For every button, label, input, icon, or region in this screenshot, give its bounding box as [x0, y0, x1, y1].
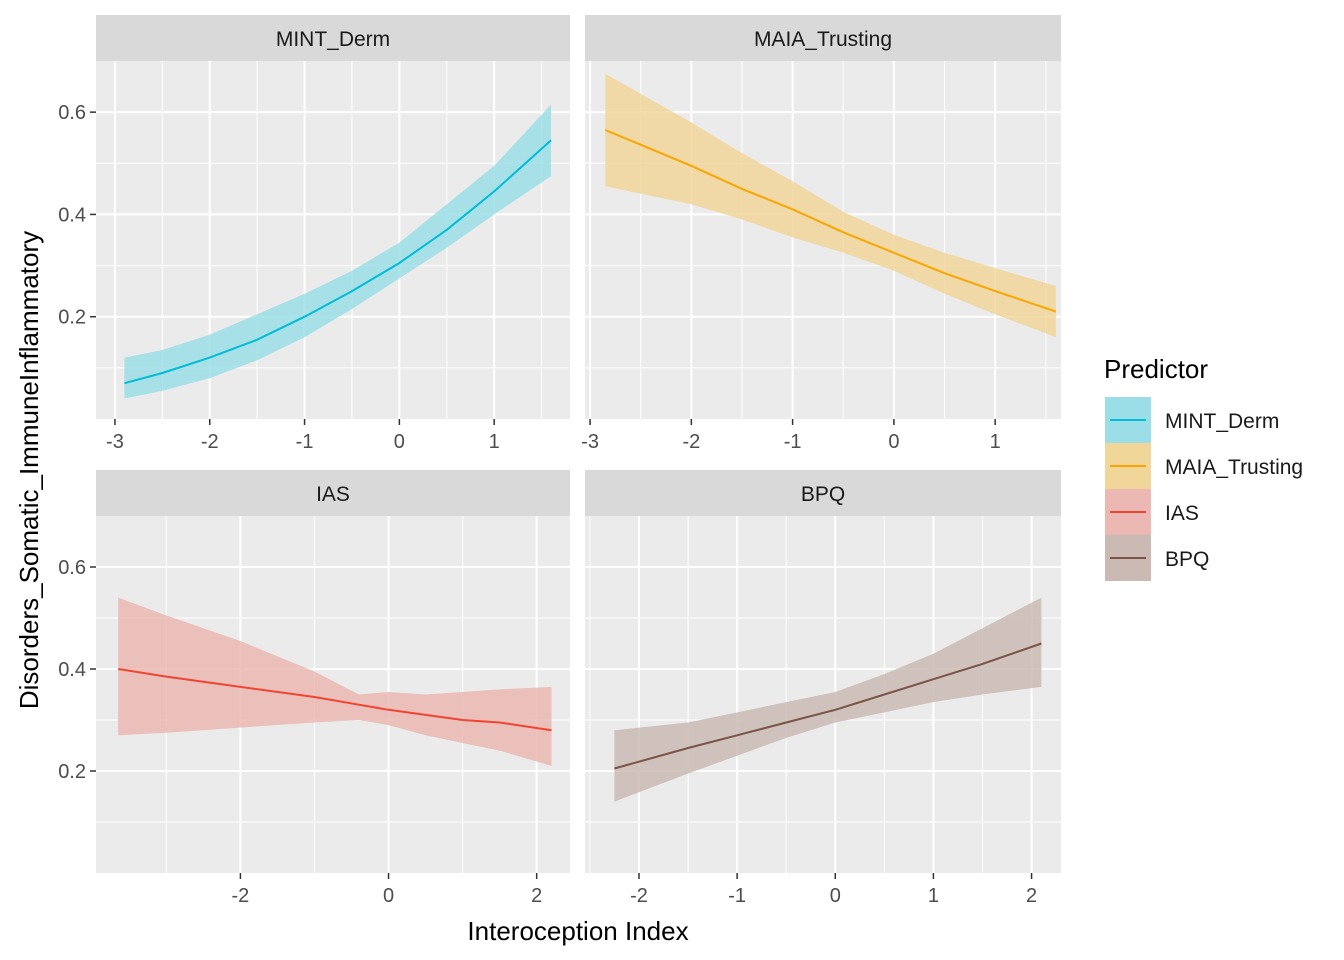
y-axis-title: Disorders_Somatic_ImmuneInflammatory — [14, 231, 44, 709]
panel-maia-trusting: MAIA_Trusting -3 -2 -1 0 1 — [581, 15, 1061, 453]
x-tick-label: -3 — [106, 431, 124, 453]
x-tick-label: -1 — [728, 885, 746, 907]
legend-label: MINT_Derm — [1165, 410, 1279, 433]
panel-strip — [585, 15, 1061, 61]
panel-strip — [585, 470, 1061, 516]
legend-item-bpq: BPQ — [1105, 535, 1209, 581]
panel-strip — [96, 15, 570, 61]
confidence-band-ias — [118, 597, 552, 766]
x-tick-label: -2 — [630, 885, 648, 907]
y-tick-label: 0.2 — [58, 307, 86, 329]
series-line-maia-trusting — [604, 129, 1057, 313]
x-tick-label: 0 — [394, 431, 405, 453]
x-tick-label: 1 — [489, 431, 500, 453]
series-line-mint-derm — [124, 139, 552, 385]
panel-strip-label: BPQ — [801, 483, 845, 506]
y-tick-label: 0.4 — [58, 204, 86, 226]
legend-label: BPQ — [1165, 548, 1209, 571]
x-tick-label: -2 — [682, 431, 700, 453]
x-tick-label: -1 — [784, 431, 802, 453]
panel-bpq: BPQ -2 -1 0 1 2 — [585, 470, 1061, 907]
y-tick-label: 0.6 — [58, 102, 86, 124]
facet-panels: MINT_Derm 0.2 0.4 0.6 -3 -2 -1 0 1 MAIA_Trusting -… — [58, 15, 1061, 907]
y-tick-label: 0.6 — [58, 557, 86, 579]
legend-item-maia-trusting: MAIA_Trusting — [1105, 443, 1303, 489]
panel-strip-label: MINT_Derm — [276, 28, 390, 51]
y-tick-label: 0.2 — [58, 761, 86, 783]
confidence-band-maia-trusting — [605, 73, 1056, 338]
confidence-band-mint-derm — [124, 104, 552, 399]
legend-item-mint-derm: MINT_Derm — [1105, 397, 1279, 443]
panel-ias: IAS 0.2 0.4 0.6 -2 0 2 — [58, 470, 570, 907]
series-line-bpq — [614, 642, 1042, 770]
x-tick-label: 2 — [1026, 885, 1037, 907]
x-tick-label: 0 — [830, 885, 841, 907]
y-tick-label: 0.4 — [58, 659, 86, 681]
x-tick-label: 0 — [888, 431, 899, 453]
x-tick-label: 1 — [928, 885, 939, 907]
series-line-ias — [118, 668, 552, 732]
x-tick-label: -2 — [232, 885, 250, 907]
plot-background — [585, 516, 1061, 873]
x-tick-label: -3 — [581, 431, 599, 453]
panel-strip-label: MAIA_Trusting — [754, 28, 892, 51]
x-axis-title: Interoception Index — [467, 916, 688, 946]
legend: Predictor MINT_Derm MAIA_Trusting IAS BPQ — [1104, 354, 1303, 581]
panel-strip-label: IAS — [316, 483, 350, 506]
legend-label: MAIA_Trusting — [1165, 456, 1303, 479]
panel-mint-derm: MINT_Derm 0.2 0.4 0.6 -3 -2 -1 0 1 — [58, 15, 570, 453]
x-tick-label: 0 — [383, 885, 394, 907]
legend-item-ias: IAS — [1105, 489, 1199, 535]
x-tick-label: -1 — [296, 431, 314, 453]
panel-strip — [96, 470, 570, 516]
legend-label: IAS — [1165, 502, 1199, 525]
x-tick-label: -2 — [201, 431, 219, 453]
confidence-band-bpq — [614, 597, 1042, 802]
x-tick-label: 1 — [990, 431, 1001, 453]
x-tick-label: 2 — [531, 885, 542, 907]
legend-title: Predictor — [1104, 354, 1208, 384]
